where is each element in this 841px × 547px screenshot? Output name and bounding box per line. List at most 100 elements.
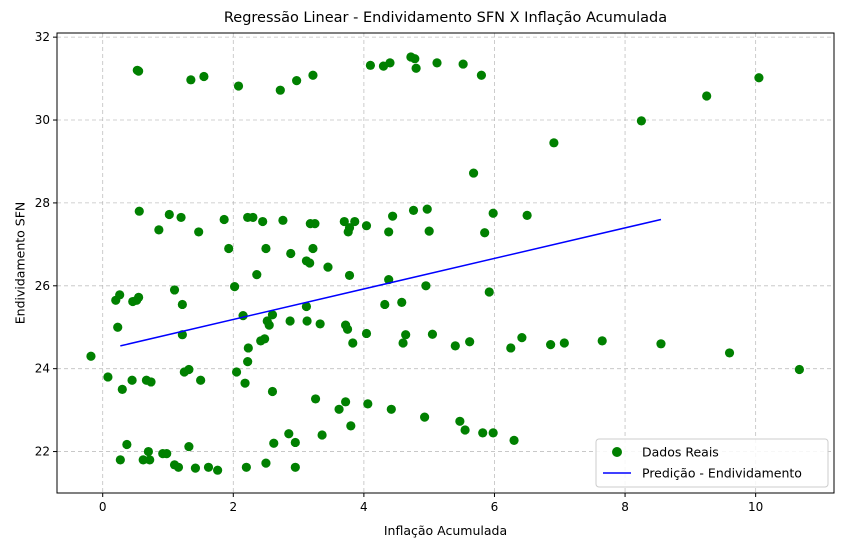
data-point xyxy=(344,223,355,233)
y-tick-label: 24 xyxy=(35,362,50,376)
data-point xyxy=(267,386,278,397)
data-point xyxy=(559,338,569,348)
data-point xyxy=(134,292,144,302)
data-point xyxy=(241,462,251,472)
data-point xyxy=(117,384,127,394)
data-point xyxy=(176,212,186,223)
data-point xyxy=(656,339,666,349)
data-point xyxy=(278,215,288,225)
data-point xyxy=(384,227,394,237)
data-point xyxy=(203,462,214,472)
data-point xyxy=(173,462,184,472)
data-point xyxy=(488,208,498,218)
data-point xyxy=(546,340,556,350)
data-point xyxy=(264,320,274,330)
data-point xyxy=(308,70,318,80)
legend-label-scatter: Dados Reais xyxy=(642,445,719,460)
data-point xyxy=(146,377,156,387)
data-point xyxy=(754,73,764,83)
data-point xyxy=(506,343,516,353)
data-point xyxy=(310,394,321,404)
data-point xyxy=(348,338,358,348)
data-point xyxy=(549,138,559,148)
data-point xyxy=(134,66,144,76)
data-point xyxy=(432,58,442,68)
data-point xyxy=(134,206,144,216)
data-point xyxy=(420,412,430,422)
data-point xyxy=(468,168,479,178)
data-point xyxy=(323,262,333,272)
data-point xyxy=(164,209,174,220)
data-point xyxy=(196,375,206,385)
data-point xyxy=(286,248,296,259)
data-point xyxy=(388,211,398,221)
data-point xyxy=(401,330,411,340)
data-point xyxy=(302,316,312,326)
data-point xyxy=(231,367,242,377)
data-point xyxy=(258,216,268,227)
data-point xyxy=(350,216,360,227)
data-point xyxy=(103,372,113,382)
data-point xyxy=(465,337,475,347)
data-point xyxy=(284,429,294,439)
chart-title: Regressão Linear - Endividamento SFN X I… xyxy=(224,10,667,26)
data-point xyxy=(219,214,229,225)
data-point xyxy=(421,281,431,291)
data-point xyxy=(460,425,470,435)
data-point xyxy=(243,357,253,367)
plot-marks xyxy=(86,52,804,475)
legend-marker-scatter xyxy=(612,447,622,457)
data-point xyxy=(252,270,262,280)
data-point xyxy=(184,441,194,452)
data-point xyxy=(113,322,123,332)
data-point xyxy=(427,329,438,339)
regression-line xyxy=(120,218,662,347)
data-point xyxy=(261,243,271,254)
data-point xyxy=(458,59,468,69)
data-point xyxy=(177,299,187,310)
data-point xyxy=(411,63,421,73)
data-point xyxy=(517,332,527,343)
data-point xyxy=(86,351,96,361)
data-point xyxy=(339,216,349,227)
data-point xyxy=(310,219,320,229)
data-point xyxy=(115,290,125,300)
data-point xyxy=(261,458,271,468)
legend-box xyxy=(595,438,829,488)
data-point xyxy=(522,210,532,220)
y-tick-label: 26 xyxy=(35,279,50,293)
data-point xyxy=(636,116,646,126)
data-point xyxy=(484,287,494,297)
data-point xyxy=(422,204,432,214)
data-point xyxy=(190,463,201,473)
data-point xyxy=(285,316,295,326)
data-point xyxy=(290,437,300,448)
data-point xyxy=(194,227,204,237)
data-point xyxy=(301,301,312,312)
x-tick-label: 2 xyxy=(229,500,237,514)
data-point xyxy=(115,455,125,465)
x-tick-label: 0 xyxy=(99,500,107,514)
data-point xyxy=(342,324,353,334)
data-point xyxy=(238,311,248,321)
plot-area-frame xyxy=(56,32,835,494)
data-point xyxy=(361,221,372,231)
data-point xyxy=(269,438,279,448)
data-point xyxy=(363,399,373,409)
data-point xyxy=(292,76,302,86)
data-point xyxy=(365,60,376,70)
data-point xyxy=(138,455,148,465)
x-tick-label: 8 xyxy=(621,500,629,514)
data-point xyxy=(143,446,154,457)
data-point xyxy=(315,319,325,329)
data-point xyxy=(386,404,396,414)
data-point xyxy=(397,297,407,307)
data-point xyxy=(597,336,607,346)
data-point xyxy=(233,81,244,91)
data-point xyxy=(346,421,356,431)
data-point xyxy=(702,91,712,101)
data-point xyxy=(162,449,172,459)
y-axis-label: Endividamento SFN xyxy=(12,202,27,324)
data-point xyxy=(199,71,209,82)
data-point xyxy=(240,378,250,388)
